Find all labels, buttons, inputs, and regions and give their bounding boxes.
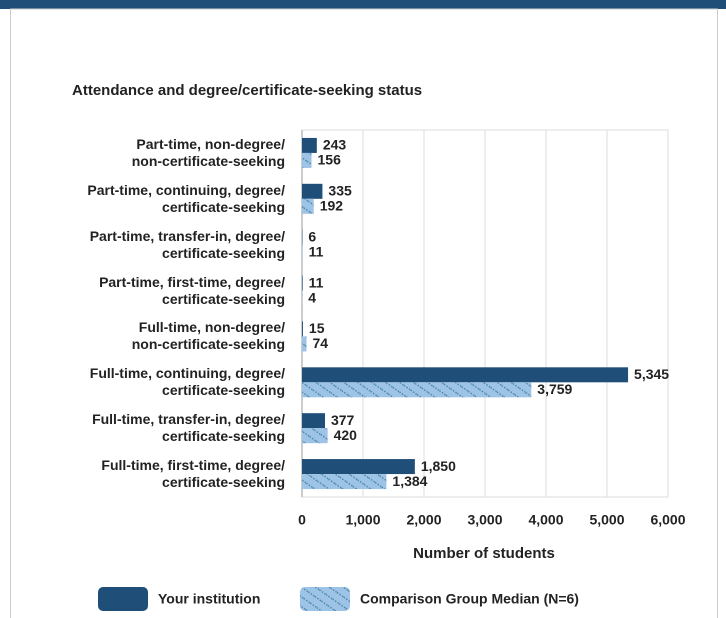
top-band <box>0 0 726 9</box>
value-label: 377 <box>331 412 355 428</box>
value-label: 1,850 <box>421 458 456 474</box>
y-tick-label: Part-time, transfer-in, degree/ certific… <box>89 227 285 261</box>
x-tick-label: 0 <box>298 512 306 528</box>
x-tick-label: 4,000 <box>528 512 563 528</box>
value-label: 11 <box>309 274 324 290</box>
frame <box>10 8 718 618</box>
x-tick-label: 2,000 <box>406 512 441 528</box>
value-label: 15 <box>309 320 325 336</box>
value-label: 335 <box>328 183 352 199</box>
value-label: 243 <box>323 137 347 153</box>
bar <box>302 367 629 383</box>
value-label: 5,345 <box>634 366 669 382</box>
value-label: 74 <box>313 335 329 351</box>
x-tick-label: 1,000 <box>345 512 380 528</box>
legend-label: Comparison Group Median (N=6) <box>360 591 579 607</box>
x-tick-label: 6,000 <box>650 512 685 528</box>
bar <box>302 198 314 214</box>
y-tick-label: Full-time, transfer-in, degree/ certific… <box>92 411 285 445</box>
y-tick-label: Full-time, continuing, degree/ certifica… <box>89 365 285 399</box>
y-tick-label: Part-time, non-degree/ non-certificate-s… <box>131 135 285 169</box>
legend-label: Your institution <box>158 591 260 607</box>
value-label: 6 <box>308 228 316 244</box>
value-label: 156 <box>318 152 342 168</box>
y-tick-label: Part-time, first-time, degree/ certifica… <box>99 273 285 307</box>
bar <box>302 244 303 260</box>
x-axis-label: Number of students <box>413 545 555 562</box>
y-tick-label: Full-time, first-time, degree/ certifica… <box>101 457 285 491</box>
bar <box>302 275 303 291</box>
value-label: 1,384 <box>392 473 427 489</box>
value-label: 3,759 <box>537 381 572 397</box>
bar <box>302 321 303 337</box>
x-tick-label: 3,000 <box>467 512 502 528</box>
value-label: 11 <box>309 243 324 259</box>
bar <box>302 137 317 153</box>
bar <box>302 382 532 398</box>
value-label: 192 <box>320 198 344 214</box>
legend-swatch <box>98 587 148 611</box>
bar <box>302 336 307 352</box>
bar <box>302 428 328 444</box>
y-tick-label: Part-time, continuing, degree/ certifica… <box>87 181 285 215</box>
bar <box>302 183 323 199</box>
value-label: 420 <box>334 427 358 443</box>
value-label: 4 <box>308 289 316 305</box>
y-tick-label: Full-time, non-degree/ non-certificate-s… <box>131 319 285 353</box>
x-tick-label: 5,000 <box>589 512 624 528</box>
chart-title: Attendance and degree/certificate-seekin… <box>72 82 422 99</box>
bar <box>302 152 312 168</box>
bar <box>302 474 387 490</box>
bar <box>302 413 325 429</box>
legend-swatch <box>300 587 350 611</box>
bar <box>302 459 415 475</box>
